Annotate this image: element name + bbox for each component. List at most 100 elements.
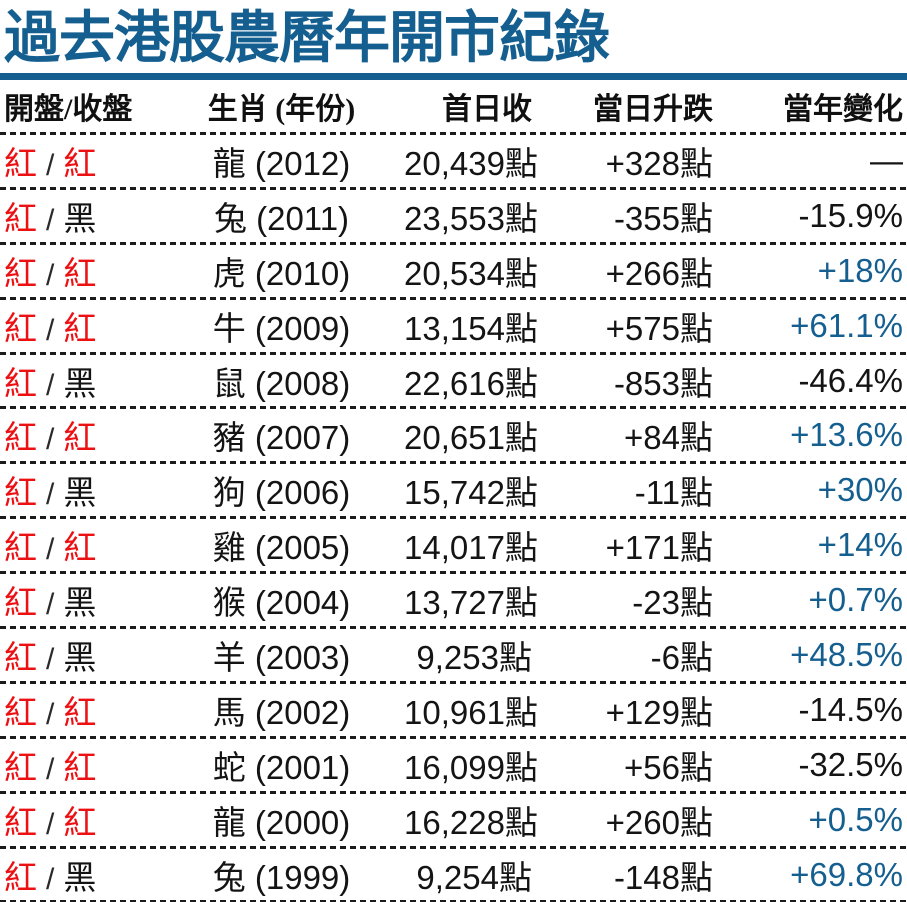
open-close-slash: / bbox=[46, 588, 55, 622]
year-change-cell: -32.5% bbox=[798, 745, 903, 783]
open-status: 紅 bbox=[4, 199, 37, 237]
open-close-cell: 紅 / 黑 bbox=[4, 192, 159, 240]
close-status: 紅 bbox=[63, 419, 97, 457]
year-change-cell: +13.6% bbox=[790, 416, 903, 454]
close-status: 黑 bbox=[63, 858, 97, 896]
row-separator bbox=[0, 680, 907, 684]
day-change-cell: +328點 bbox=[605, 144, 713, 182]
row-separator bbox=[0, 735, 907, 739]
open-status: 紅 bbox=[4, 584, 37, 622]
day-change-cell: +171點 bbox=[605, 529, 713, 567]
open-status: 紅 bbox=[4, 309, 37, 347]
table-row: 紅 / 紅蛇 (2001) 16,099點 +56點 -32.5% bbox=[0, 739, 907, 791]
row-separator bbox=[0, 186, 907, 190]
table-row: 紅 / 黑 鼠 (2008) 22,616點 -853點 -46.4% bbox=[0, 355, 907, 407]
open-close-slash: / bbox=[46, 203, 55, 237]
row-separator bbox=[0, 571, 907, 575]
first-day-close-cell: 20,651點 bbox=[404, 419, 538, 457]
table-row: 紅 / 黑 羊 (2003) 9,253點 -6點 +48.5% bbox=[0, 629, 907, 681]
open-close-cell: 紅 / 紅 bbox=[4, 137, 159, 185]
open-status: 紅 bbox=[4, 144, 37, 182]
table-row: 紅 / 紅 豬 (2007) 20,651點 +84點 +13.6% bbox=[0, 409, 907, 461]
first-day-close-cell: 20,439點 bbox=[404, 144, 538, 182]
first-day-close-cell: 9,254點 bbox=[416, 858, 532, 896]
open-status: 紅 bbox=[4, 529, 37, 567]
open-close-cell: 紅 / 紅 bbox=[4, 411, 159, 459]
open-close-cell: 紅 / 黑 bbox=[4, 357, 159, 405]
first-day-close-cell: 16,099點 bbox=[404, 748, 538, 786]
header-cell-3: 首日收 bbox=[442, 93, 532, 126]
open-status: 紅 bbox=[4, 364, 37, 402]
open-close-cell: 紅 / 黑 bbox=[4, 851, 159, 899]
zodiac-year-cell: 蛇 (2001) bbox=[212, 748, 351, 786]
zodiac-year-cell: 豬 (2007) bbox=[212, 419, 351, 457]
open-close-cell: 紅 / 紅 bbox=[4, 796, 159, 844]
row-separator bbox=[0, 516, 907, 520]
header-cell-4: 當日升跌 bbox=[593, 93, 713, 126]
open-close-cell: 紅 / 紅 bbox=[4, 302, 159, 350]
year-change-cell: — bbox=[870, 141, 903, 179]
open-close-slash: / bbox=[46, 368, 55, 402]
zodiac-year-cell: 牛 (2009) bbox=[212, 309, 351, 347]
title-bar: 過去港股農曆年開市紀錄 bbox=[0, 0, 907, 73]
open-status: 紅 bbox=[4, 748, 37, 786]
close-status: 黑 bbox=[63, 474, 97, 512]
day-change-cell: +260點 bbox=[605, 803, 713, 841]
open-close-slash: / bbox=[46, 313, 55, 347]
open-close-cell: 紅 / 紅 bbox=[4, 247, 159, 295]
zodiac-year-cell: 猴 (2004) bbox=[212, 584, 351, 622]
table-row: 紅 / 紅龍 (2000) 16,228點 +260點 +0.5% bbox=[0, 794, 907, 846]
zodiac-year-cell: 鼠 (2008) bbox=[212, 364, 351, 402]
header-cell-1: 開盤/收盤 bbox=[4, 93, 133, 126]
close-status: 紅 bbox=[63, 254, 97, 292]
first-day-close-cell: 15,742點 bbox=[404, 474, 538, 512]
open-close-cell: 紅 / 黑 bbox=[4, 466, 159, 514]
row-separator bbox=[0, 845, 907, 849]
row-separator bbox=[0, 461, 907, 465]
day-change-cell: +56點 bbox=[624, 748, 713, 786]
year-change-cell: -14.5% bbox=[798, 690, 903, 728]
close-status: 紅 bbox=[63, 529, 97, 567]
open-close-slash: / bbox=[46, 862, 55, 896]
day-change-cell: -11點 bbox=[634, 474, 713, 512]
day-change-cell: +84點 bbox=[624, 419, 713, 457]
open-close-slash: / bbox=[46, 258, 55, 292]
row-separator bbox=[0, 626, 907, 630]
first-day-close-cell: 13,154點 bbox=[404, 309, 538, 347]
day-change-cell: +575點 bbox=[605, 309, 713, 347]
zodiac-year-cell: 龍 (2012) bbox=[212, 144, 351, 182]
year-change-cell: +0.7% bbox=[808, 581, 904, 619]
zodiac-year-cell: 馬 (2002) bbox=[212, 693, 351, 731]
year-change-cell: +69.8% bbox=[790, 855, 903, 893]
open-close-cell: 紅 / 黑 bbox=[4, 576, 159, 624]
first-day-close-cell: 22,616點 bbox=[404, 364, 538, 402]
open-close-slash: / bbox=[46, 697, 55, 731]
close-status: 紅 bbox=[63, 748, 97, 786]
day-change-cell: -148點 bbox=[613, 858, 713, 896]
year-change-cell: +61.1% bbox=[790, 306, 903, 344]
open-close-slash: / bbox=[46, 752, 55, 786]
close-status: 紅 bbox=[63, 144, 97, 182]
open-status: 紅 bbox=[4, 638, 37, 676]
row-separator bbox=[0, 241, 907, 245]
first-day-close-cell: 16,228點 bbox=[404, 803, 538, 841]
page-title: 過去港股農曆年開市紀錄 bbox=[4, 6, 610, 69]
year-change-cell: -46.4% bbox=[798, 361, 903, 399]
first-day-close-cell: 10,961點 bbox=[404, 693, 538, 731]
table-row: 紅 / 黑 猴 (2004) 13,727點 -23點 +0.7% bbox=[0, 574, 907, 626]
header-cell-2: 生肖 (年份) bbox=[207, 93, 356, 126]
table-row: 紅 / 紅 龍 (2012) 20,439點 +328點 — bbox=[0, 135, 907, 187]
zodiac-year-cell: 羊 (2003) bbox=[212, 638, 351, 676]
zodiac-year-cell: 狗 (2006) bbox=[212, 474, 351, 512]
open-close-slash: / bbox=[46, 807, 55, 841]
first-day-close-cell: 23,553點 bbox=[404, 199, 538, 237]
close-status: 紅 bbox=[63, 803, 97, 841]
open-close-cell: 紅 / 紅 bbox=[4, 686, 159, 734]
row-separator bbox=[0, 406, 907, 410]
zodiac-year-cell: 兔 (2011) bbox=[213, 199, 350, 237]
open-close-slash: / bbox=[46, 533, 55, 567]
close-status: 黑 bbox=[63, 364, 97, 402]
open-status: 紅 bbox=[4, 419, 37, 457]
open-close-cell: 紅 / 紅 bbox=[4, 521, 159, 569]
open-close-cell: 紅 / 紅 bbox=[4, 741, 159, 789]
